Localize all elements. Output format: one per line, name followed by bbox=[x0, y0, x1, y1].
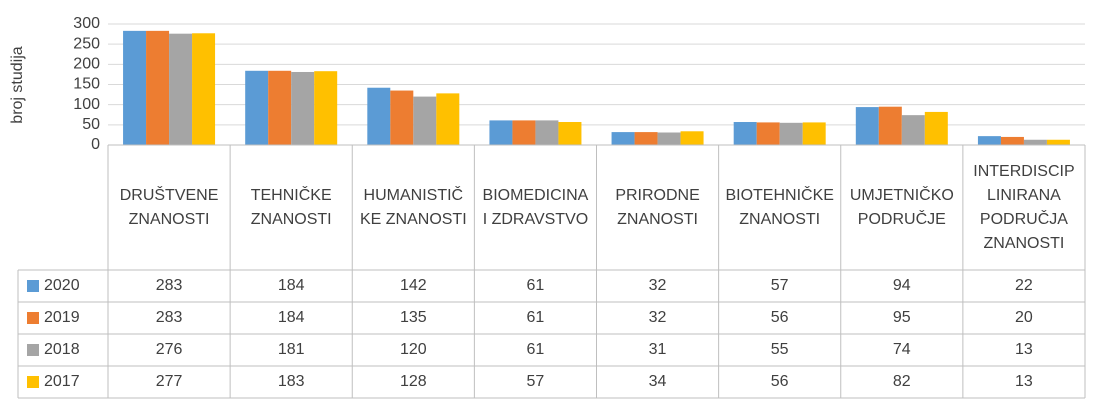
bar bbox=[611, 132, 635, 145]
table-value: 94 bbox=[893, 277, 911, 294]
legend-swatch bbox=[27, 376, 39, 388]
bar bbox=[314, 71, 338, 145]
bar bbox=[245, 70, 269, 145]
legend-label: 2020 bbox=[44, 277, 80, 294]
bar bbox=[855, 107, 879, 145]
bar bbox=[367, 87, 391, 145]
table-value: 184 bbox=[278, 277, 305, 294]
table-value: 13 bbox=[1015, 341, 1033, 358]
category-label: INTERDISCIPLINIRANA PODRUČJA ZNANOSTI bbox=[973, 163, 1075, 252]
category-label: BIOMEDICINA I ZDRAVSTVO bbox=[482, 187, 589, 228]
bar bbox=[146, 30, 170, 145]
bar bbox=[489, 120, 513, 145]
table-value: 32 bbox=[649, 309, 667, 326]
table-value: 120 bbox=[400, 341, 427, 358]
bar bbox=[657, 132, 681, 145]
bar bbox=[680, 131, 704, 145]
y-axis-label: broj studija bbox=[9, 46, 26, 123]
bar bbox=[634, 132, 658, 145]
bar bbox=[802, 122, 826, 145]
bar bbox=[901, 115, 925, 145]
bar bbox=[169, 33, 193, 145]
bar bbox=[1046, 139, 1070, 145]
y-tick-label: 150 bbox=[73, 76, 100, 93]
legend-swatch bbox=[27, 280, 39, 292]
table-value: 34 bbox=[649, 373, 667, 390]
table-value: 184 bbox=[278, 309, 305, 326]
bar bbox=[1000, 136, 1024, 145]
legend-label: 2018 bbox=[44, 341, 80, 358]
bar bbox=[977, 136, 1001, 145]
table-value: 277 bbox=[156, 373, 183, 390]
table-value: 55 bbox=[771, 341, 789, 358]
y-tick-label: 50 bbox=[82, 116, 100, 133]
table-value: 135 bbox=[400, 309, 427, 326]
table-value: 181 bbox=[278, 341, 305, 358]
legend-swatch bbox=[27, 312, 39, 324]
bar bbox=[390, 90, 414, 145]
bar bbox=[413, 96, 437, 145]
bar bbox=[924, 111, 948, 145]
category-label: PRIRODNE ZNANOSTI bbox=[615, 187, 700, 228]
y-tick-label: 300 bbox=[73, 15, 100, 32]
table-value: 283 bbox=[156, 309, 183, 326]
y-tick-label: 200 bbox=[73, 56, 100, 73]
table-value: 32 bbox=[649, 277, 667, 294]
table-value: 82 bbox=[893, 373, 911, 390]
category-label: TEHNIČKE ZNANOSTI bbox=[250, 187, 332, 228]
table-value: 56 bbox=[771, 309, 789, 326]
category-label: BIOTEHNIČKE ZNANOSTI bbox=[725, 187, 834, 228]
category-label: HUMANISTIČKE ZNANOSTI bbox=[359, 187, 467, 228]
bar bbox=[268, 70, 292, 145]
table-value: 61 bbox=[527, 341, 545, 358]
table-value: 61 bbox=[527, 277, 545, 294]
legend-swatch bbox=[27, 344, 39, 356]
legend-label: 2019 bbox=[44, 309, 80, 326]
category-label: DRUŠTVENE ZNANOSTI bbox=[119, 187, 219, 228]
bar bbox=[535, 120, 559, 145]
bar bbox=[878, 106, 902, 145]
bar bbox=[436, 93, 460, 145]
y-tick-label: 100 bbox=[73, 96, 100, 113]
bar bbox=[123, 30, 147, 145]
y-tick-label: 0 bbox=[91, 136, 100, 153]
category-label: UMJETNIČKO PODRUČJE bbox=[849, 187, 954, 228]
bar bbox=[779, 122, 803, 145]
table-value: 13 bbox=[1015, 373, 1033, 390]
y-tick-label: 250 bbox=[73, 35, 100, 52]
table-value: 31 bbox=[649, 341, 667, 358]
table-value: 22 bbox=[1015, 277, 1033, 294]
table-value: 20 bbox=[1015, 309, 1033, 326]
bar bbox=[1023, 139, 1047, 145]
table-value: 142 bbox=[400, 277, 427, 294]
bar bbox=[291, 71, 315, 145]
table-value: 276 bbox=[156, 341, 183, 358]
table-value: 74 bbox=[893, 341, 911, 358]
table-value: 56 bbox=[771, 373, 789, 390]
table-value: 283 bbox=[156, 277, 183, 294]
table-value: 128 bbox=[400, 373, 427, 390]
bar bbox=[756, 122, 780, 145]
table-value: 61 bbox=[527, 309, 545, 326]
table-value: 57 bbox=[527, 373, 545, 390]
legend-label: 2017 bbox=[44, 373, 80, 390]
bar bbox=[733, 122, 757, 145]
bar bbox=[558, 122, 582, 145]
table-value: 183 bbox=[278, 373, 305, 390]
bar bbox=[192, 33, 216, 145]
table-value: 57 bbox=[771, 277, 789, 294]
table-value: 95 bbox=[893, 309, 911, 326]
bar bbox=[512, 120, 536, 145]
